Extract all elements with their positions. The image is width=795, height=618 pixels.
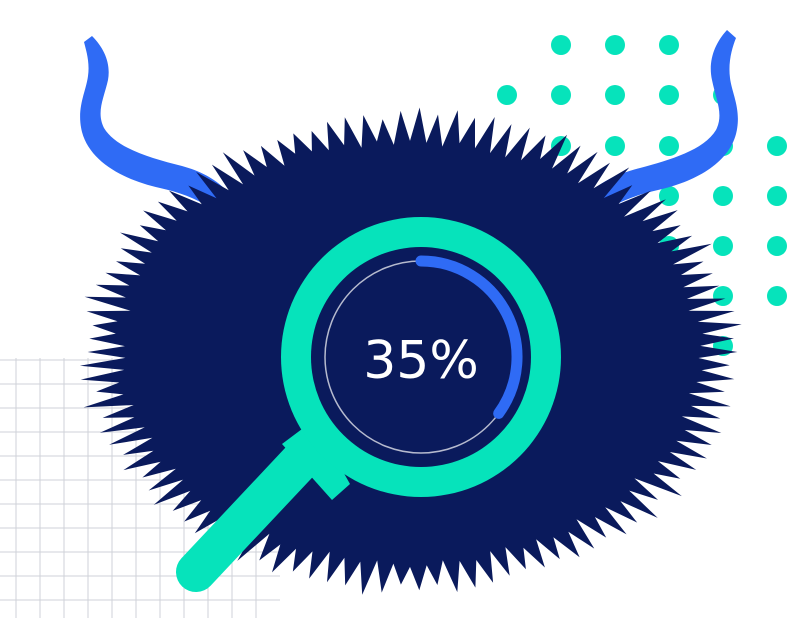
progress-percent-label: 35% (363, 331, 479, 391)
progress-ring (324, 255, 523, 454)
progress-arc (415, 255, 523, 419)
horn-icon (80, 30, 738, 210)
